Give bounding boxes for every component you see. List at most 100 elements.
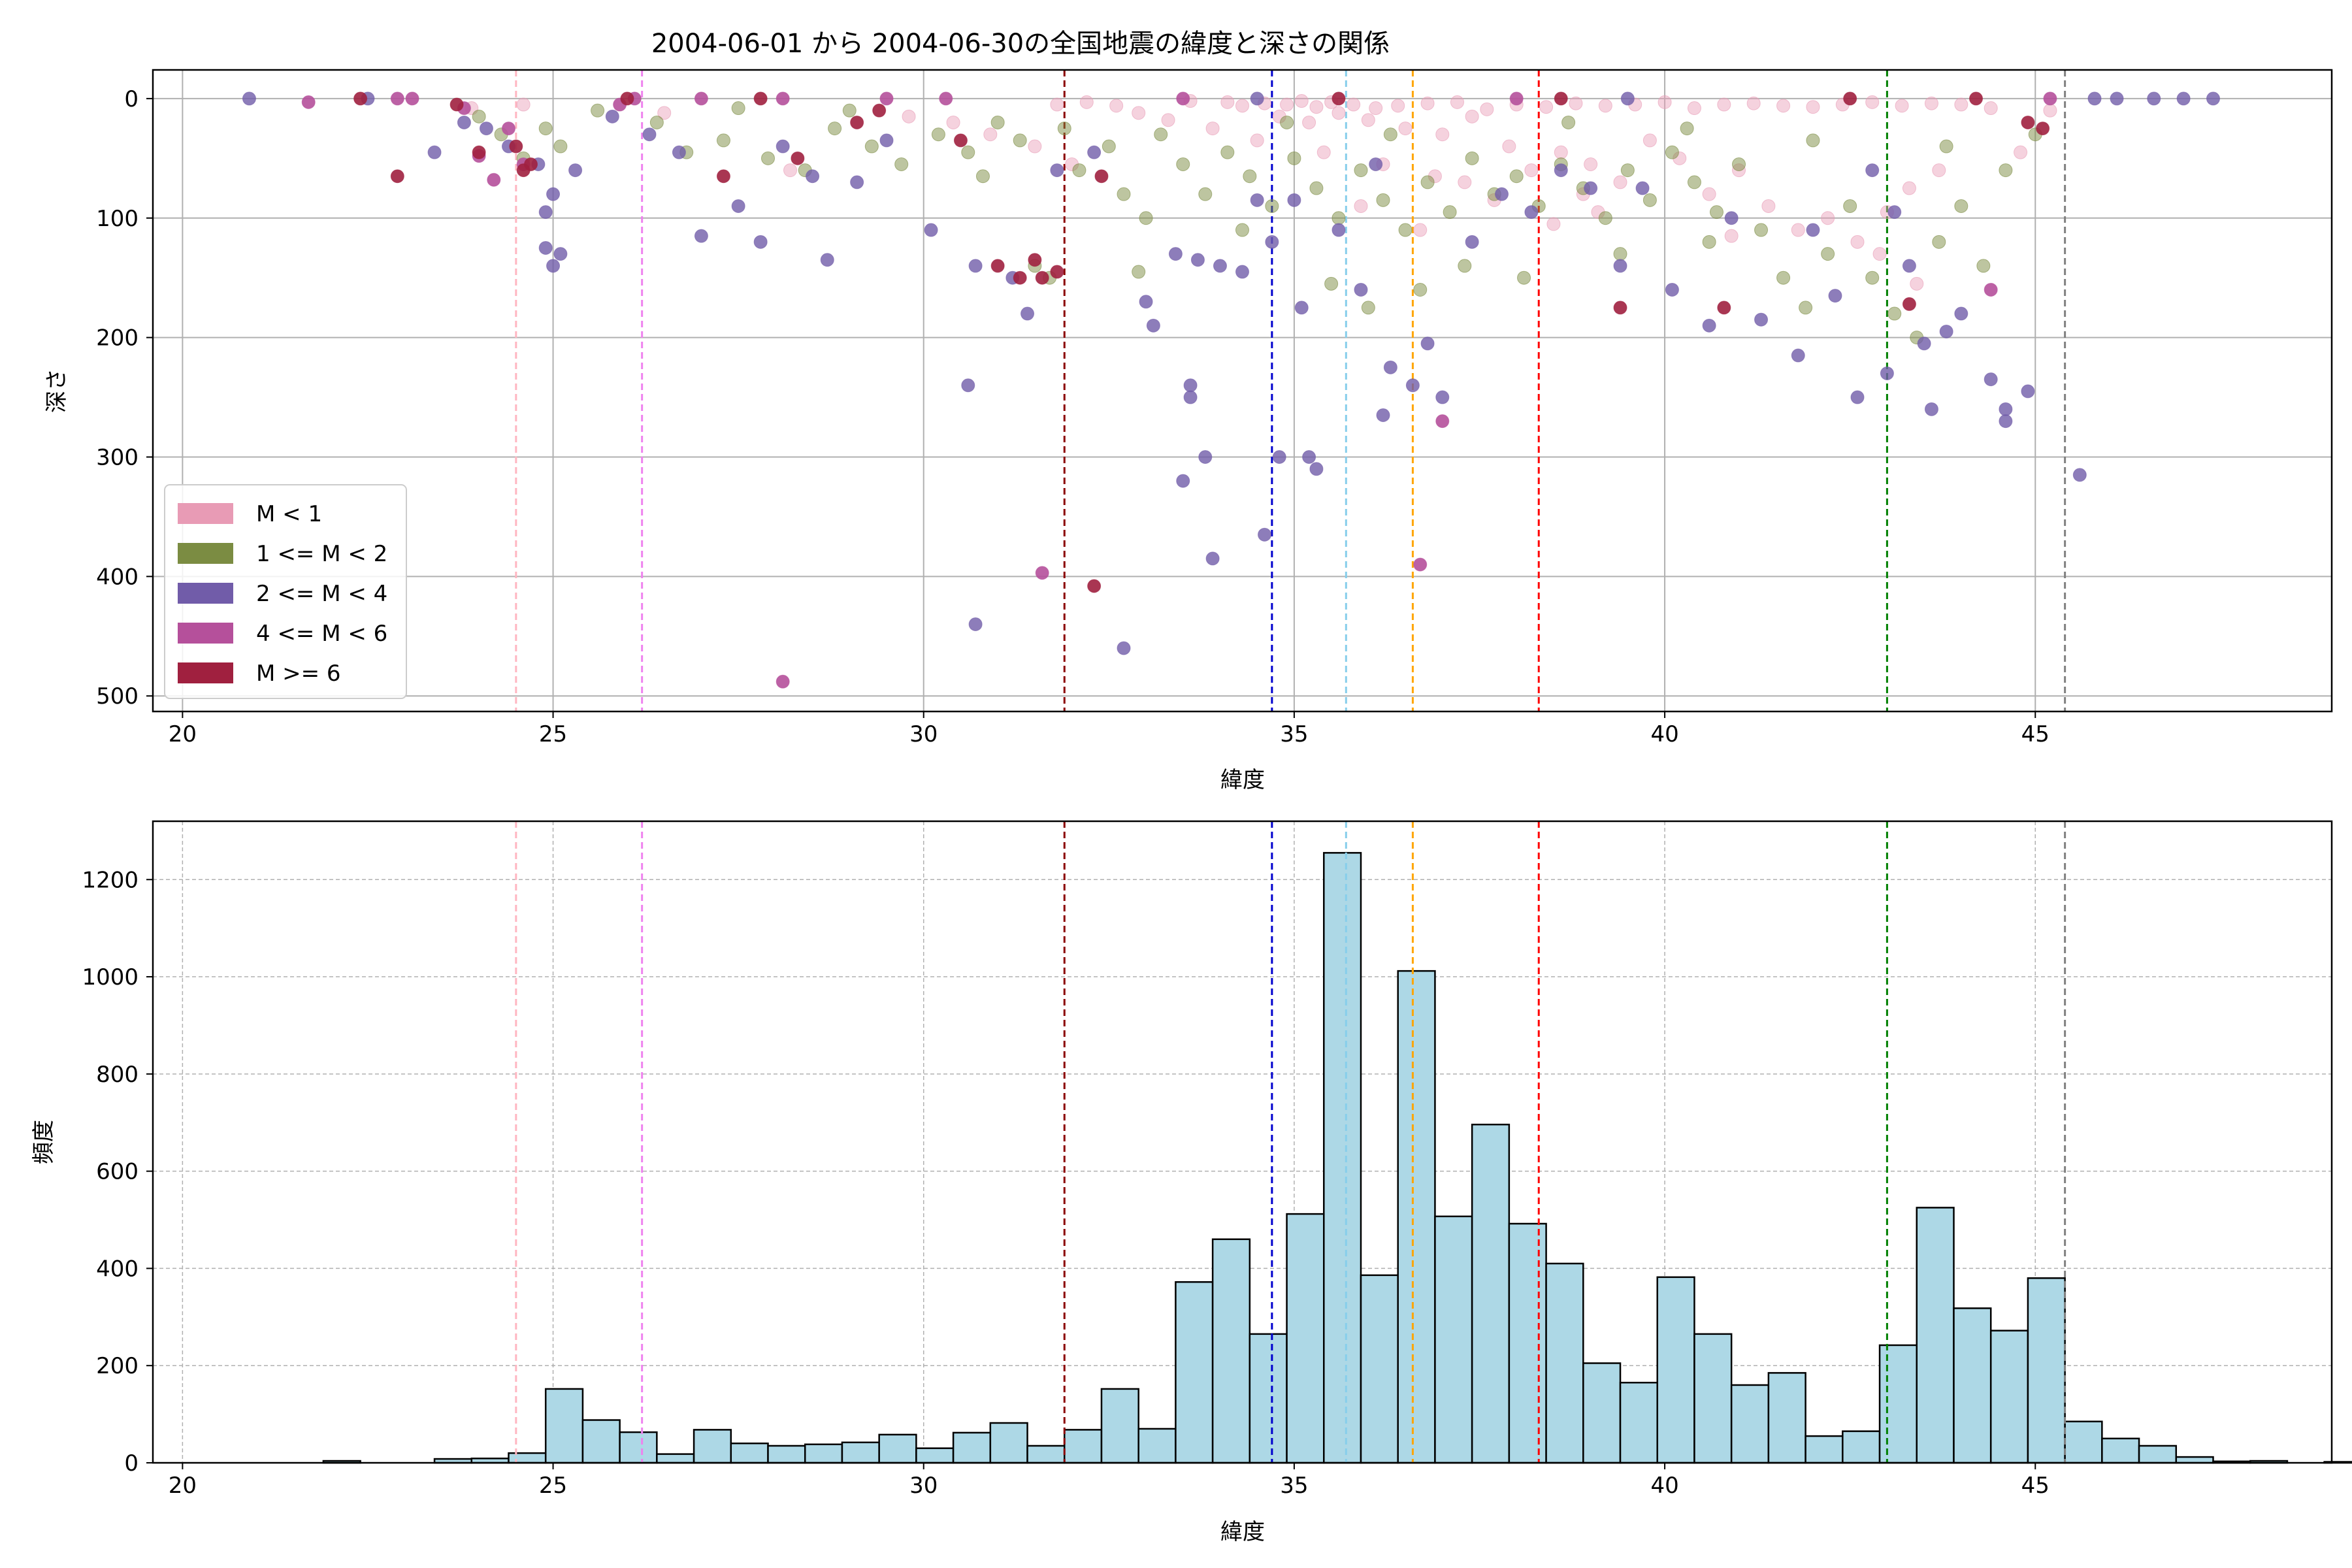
scatter-point [961, 378, 975, 393]
histogram-bar [1730, 1384, 1770, 1464]
histogram-bar [2101, 1437, 2140, 1464]
scatter-point [753, 235, 768, 249]
scatter-point [1924, 96, 1938, 110]
scatter-point [1316, 145, 1331, 159]
scatter-point [546, 187, 561, 201]
scatter-point [1220, 95, 1235, 109]
scatter-point [487, 172, 501, 187]
scatter-point [1613, 301, 1627, 315]
scatter-point [806, 169, 820, 184]
legend-swatch [178, 583, 233, 604]
histogram-bar [1989, 1330, 2029, 1464]
scatter-point [1546, 217, 1561, 231]
scatter-point [1413, 282, 1428, 297]
scatter-point [2176, 91, 2191, 106]
histogram-bar [1842, 1430, 1881, 1464]
histogram-y-tick-label: 1200 [82, 867, 139, 893]
scatter-point [449, 97, 464, 112]
histogram-y-tick-label: 800 [96, 1062, 139, 1088]
histogram-x-label: 緯度 [1220, 1519, 1265, 1545]
scatter-point [1954, 97, 1968, 112]
scatter-point [1035, 566, 1049, 580]
legend-box [164, 484, 407, 699]
legend-swatch [178, 662, 233, 683]
scatter-point [783, 163, 798, 178]
scatter-point [1939, 324, 1953, 338]
scatter-point [1190, 253, 1205, 267]
scatter-point [924, 223, 938, 237]
scatter-point [1569, 96, 1583, 110]
scatter-point [1146, 318, 1160, 333]
scatter-point [1902, 259, 1916, 273]
scatter-point [1132, 106, 1146, 120]
scatter-point [1821, 211, 1835, 225]
scatter-point [472, 109, 486, 123]
scatter-point [2043, 103, 2057, 118]
histogram-bar [730, 1442, 769, 1464]
scatter-point [1028, 139, 1042, 154]
scatter-point [2021, 384, 2035, 399]
scatter-point [1205, 551, 1220, 566]
histogram-bar [2175, 1456, 2214, 1464]
scatter-point [1280, 115, 1294, 129]
scatter-point [1976, 259, 1991, 273]
scatter-y-tick-label: 200 [96, 325, 139, 351]
scatter-point [968, 259, 983, 273]
scatter-point [1250, 133, 1264, 148]
scatter-point [516, 97, 531, 112]
scatter-point [1687, 101, 1701, 116]
scatter-point [591, 103, 605, 118]
histogram-bar [1286, 1213, 1325, 1464]
histogram-x-tick-label: 25 [539, 1473, 567, 1499]
scatter-point [731, 101, 745, 116]
histogram-bar [1323, 852, 1362, 1464]
histogram-bar [1137, 1428, 1177, 1464]
scatter-point [1702, 318, 1716, 333]
scatter-point [1413, 223, 1428, 237]
histogram-y-tick-label: 200 [96, 1353, 139, 1379]
scatter-point [1642, 133, 1657, 148]
scatter-point [1613, 247, 1627, 261]
scatter-point [1028, 253, 1042, 267]
scatter-point [1420, 175, 1435, 189]
scatter-point [879, 133, 894, 148]
scatter-point [1369, 157, 1383, 171]
scatter-point [1799, 301, 1813, 315]
histogram-x-tick-label: 40 [1650, 1473, 1678, 1499]
scatter-point [1013, 133, 1027, 148]
histogram-x-ticks: 20 25 30 35 40 45 [169, 1463, 2050, 1499]
scatter-point [1887, 306, 1902, 321]
scatter-point [1954, 306, 1968, 321]
histogram-y-ticks: 0 200 400 600 800 1000 1200 [82, 867, 153, 1477]
scatter-point [716, 133, 730, 148]
scatter-point [1287, 193, 1301, 207]
scatter-point [1435, 414, 1450, 429]
scatter-point [1347, 97, 1361, 112]
scatter-point [983, 127, 998, 142]
scatter-point [961, 145, 975, 159]
histogram-bar [1249, 1333, 1288, 1464]
scatter-point [1598, 211, 1612, 225]
scatter-point [879, 91, 894, 106]
scatter-point [1235, 223, 1249, 237]
scatter-y-tick-label: 500 [96, 683, 139, 710]
scatter-point [1687, 175, 1701, 189]
scatter-point [694, 229, 708, 243]
scatter-point [1176, 91, 1190, 106]
scatter-point [1235, 99, 1249, 113]
scatter-point [931, 127, 945, 142]
scatter-point [649, 115, 664, 129]
scatter-point [1932, 235, 1946, 249]
scatter-point [1331, 211, 1346, 225]
scatter-point [990, 259, 1005, 273]
scatter-y-tick-label: 300 [96, 444, 139, 470]
scatter-point [1331, 106, 1346, 120]
scatter-point [1280, 97, 1294, 112]
scatter-point [791, 151, 805, 165]
legend: M < 1 1 <= M < 2 2 <= M < 4 4 <= M < 6 M >= … [164, 484, 407, 699]
scatter-point [1376, 408, 1390, 422]
histogram-bar [1100, 1388, 1139, 1464]
scatter-point [1050, 265, 1064, 279]
scatter-point [546, 259, 561, 273]
histogram-bar [952, 1431, 992, 1464]
